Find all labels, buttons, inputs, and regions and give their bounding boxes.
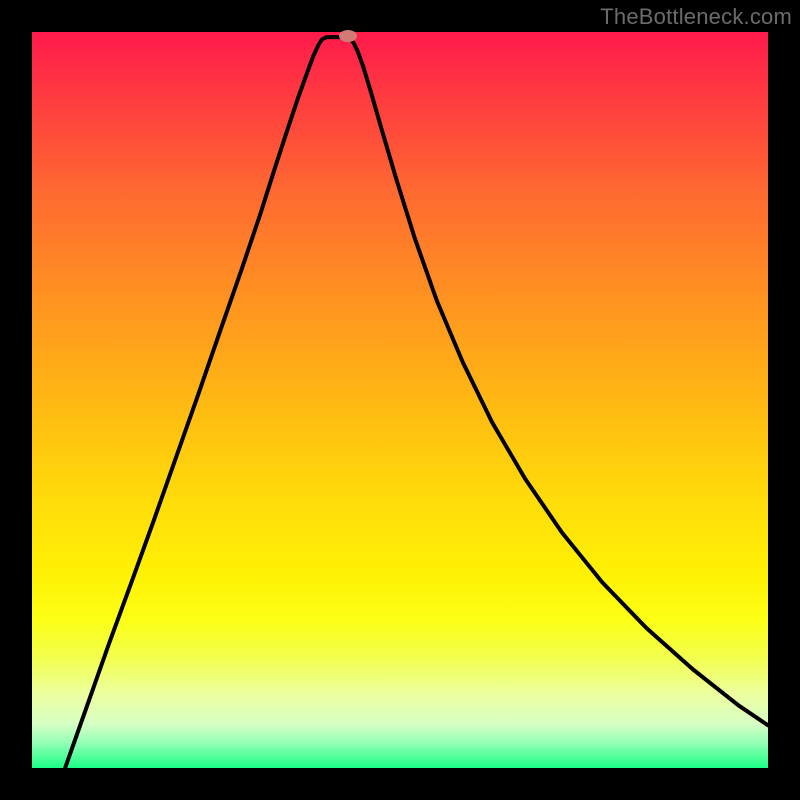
bottleneck-curve [32,32,768,768]
plot-area [32,32,768,768]
minimum-marker [339,30,357,42]
chart-stage: TheBottleneck.com [0,0,800,800]
watermark-text: TheBottleneck.com [600,4,792,30]
